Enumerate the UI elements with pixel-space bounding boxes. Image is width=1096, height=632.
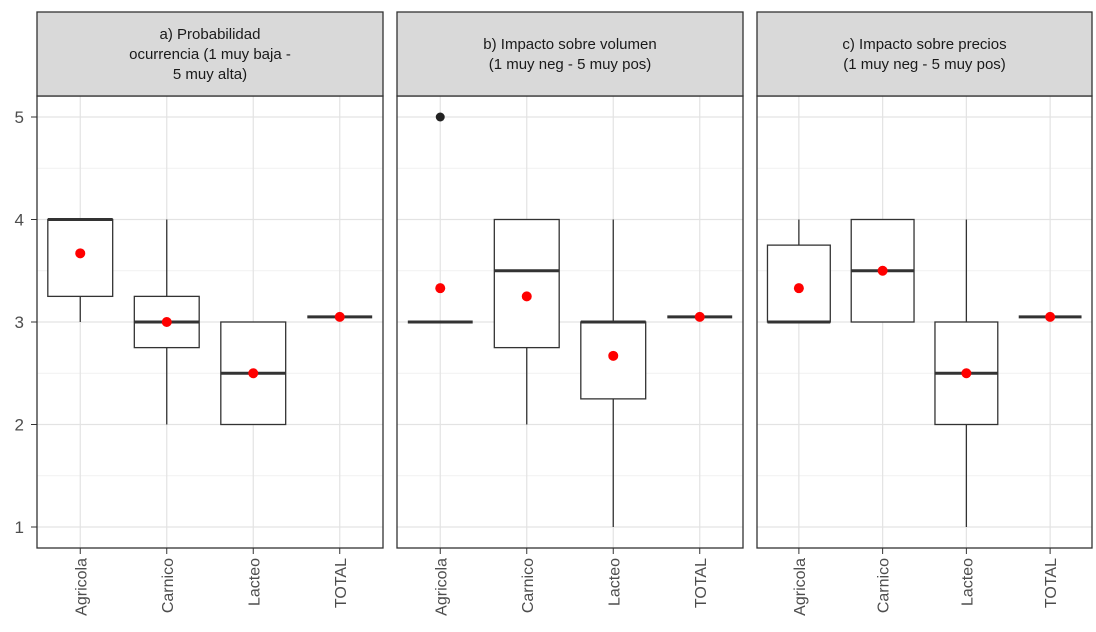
box-carnico <box>133 219 200 425</box>
panel-strip <box>36 11 384 97</box>
box-lacteo <box>580 219 647 527</box>
outlier-point <box>435 112 445 122</box>
panel-title-line: c) Impacto sobre precios <box>842 36 1006 53</box>
box-lacteo <box>220 321 287 426</box>
x-tick-label-carnico: Carnico <box>520 558 537 613</box>
box-total <box>1018 311 1082 322</box>
box-iqr <box>493 218 560 349</box>
box-lacteo <box>934 219 999 527</box>
panel-strip <box>756 11 1093 97</box>
panel-3: c) Impacto sobre precios (1 muy neg - 5 m… <box>756 11 1093 616</box>
panel-title-line: ocurrencia (1 muy baja - <box>129 46 291 63</box>
panel-title-line: (1 muy neg - 5 muy pos) <box>489 56 652 73</box>
y-tick-label: 5 <box>15 108 24 127</box>
box-agricola <box>407 112 473 324</box>
x-tick-label-lacteo: Lacteo <box>959 558 976 606</box>
y-tick-label: 1 <box>15 518 24 537</box>
box-carnico <box>850 218 915 323</box>
x-tick-label-lacteo: Lacteo <box>606 558 623 606</box>
x-tick-label-total: TOTAL <box>333 558 350 608</box>
y-tick-label: 4 <box>15 211 24 230</box>
x-tick-label-agricola: Agricola <box>73 558 90 616</box>
x-tick-label-carnico: Carnico <box>160 558 177 613</box>
mean-point <box>1045 311 1056 322</box>
box-agricola <box>766 219 831 324</box>
mean-point <box>521 291 532 302</box>
panel-1: a) Probabilidad ocurrencia (1 muy baja - 5… <box>36 11 384 616</box>
x-tick-label-total: TOTAL <box>693 558 710 608</box>
panel-title-line: b) Impacto sobre volumen <box>483 36 656 53</box>
panel-title-line: a) Probabilidad <box>160 26 261 43</box>
x-tick-label-carnico: Carnico <box>876 558 893 613</box>
mean-point <box>435 283 446 294</box>
y-tick-label: 3 <box>15 313 24 332</box>
mean-point <box>694 311 705 322</box>
panel-title-line: 5 muy alta) <box>173 66 247 83</box>
mean-point <box>961 368 972 379</box>
box-total <box>667 311 733 322</box>
x-tick-label-lacteo: Lacteo <box>246 558 263 606</box>
y-tick-label: 2 <box>15 416 24 435</box>
mean-point <box>334 311 345 322</box>
panel-title-line: (1 muy neg - 5 muy pos) <box>843 56 1006 73</box>
mean-point <box>161 317 172 327</box>
x-tick-label-agricola: Agricola <box>433 558 450 616</box>
mean-point <box>877 265 888 276</box>
box-carnico <box>493 218 560 425</box>
mean-point <box>608 350 619 361</box>
box-agricola <box>47 218 114 322</box>
panel-2: b) Impacto sobre volumen (1 muy neg - 5 m… <box>396 11 744 616</box>
mean-point <box>793 283 804 294</box>
panel-strip <box>396 11 744 97</box>
x-tick-label-total: TOTAL <box>1043 558 1060 608</box>
box-total <box>307 311 373 322</box>
mean-point <box>75 248 86 259</box>
mean-point <box>248 368 259 379</box>
x-tick-label-agricola: Agricola <box>792 558 809 616</box>
